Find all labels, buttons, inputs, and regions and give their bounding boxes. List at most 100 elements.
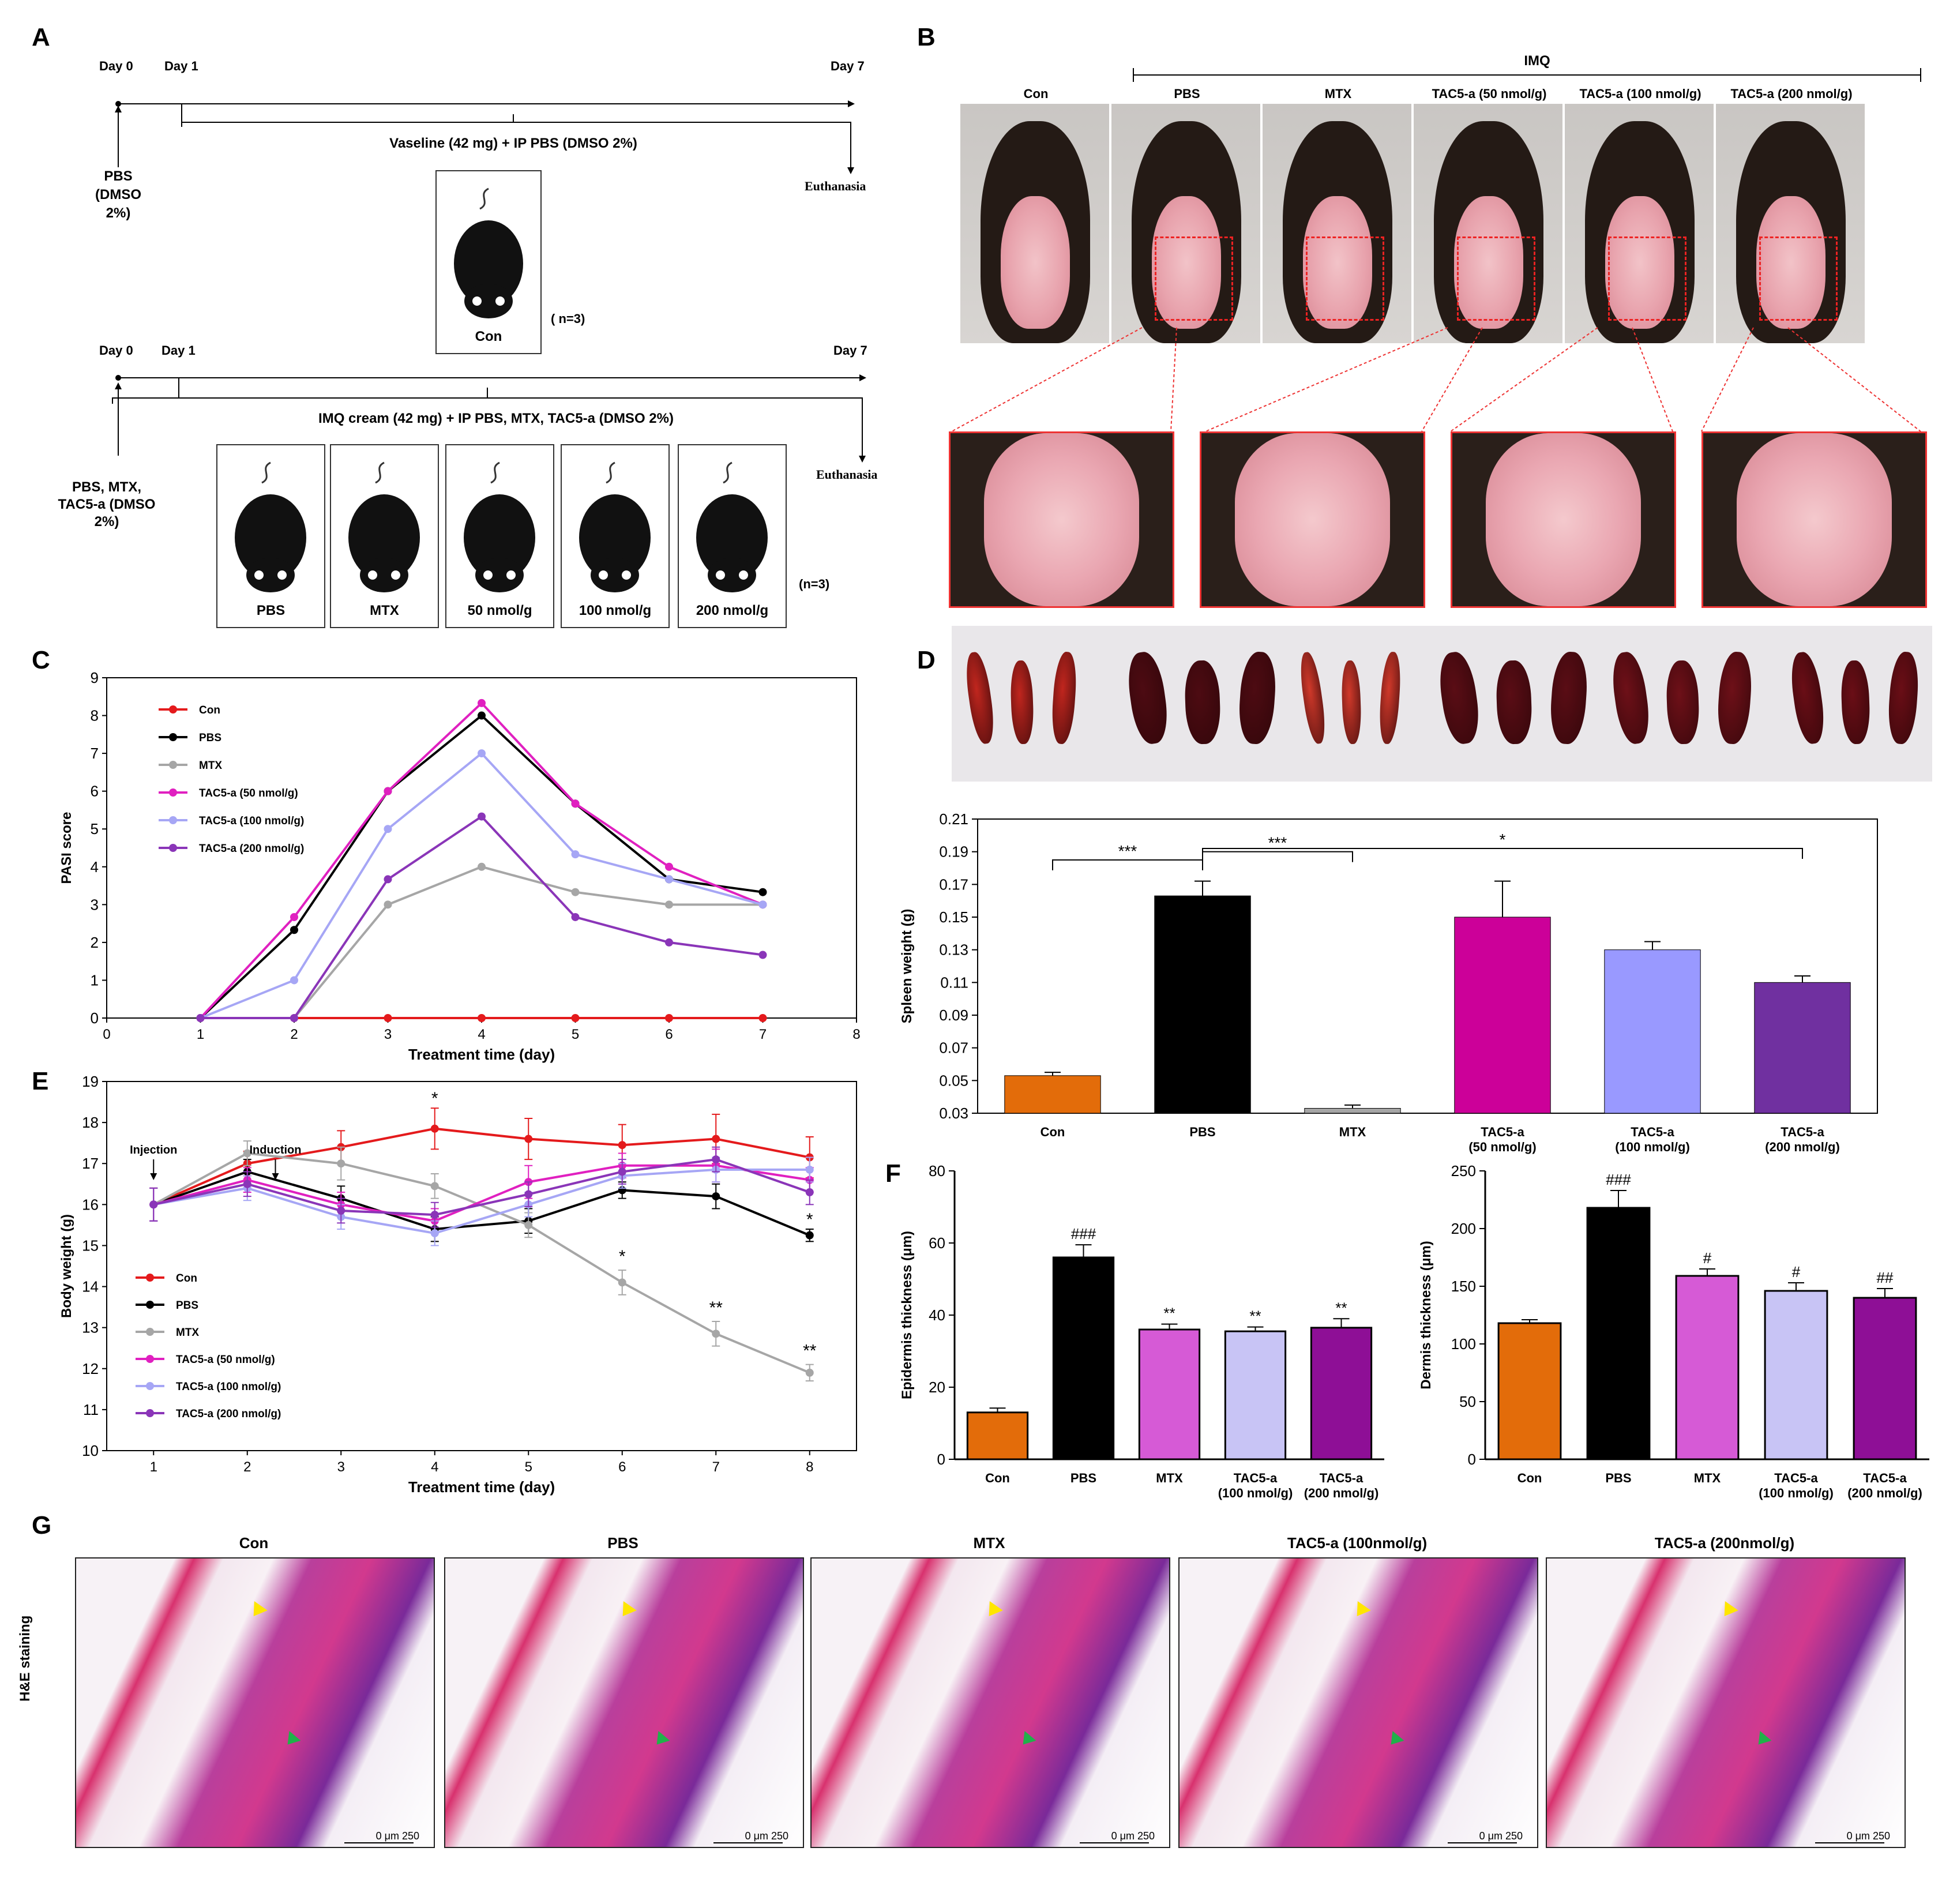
series-line (200, 865, 763, 1019)
chart-f-dermis: 0 50 100 150 200 250 Dermis thickness (μm) Con P… (1418, 1162, 1929, 1500)
b-group-label: TAC5-a (200 nmol/g) (1730, 87, 1853, 101)
b-zoom-guide-line (1205, 327, 1448, 432)
category-label: Con (1517, 1471, 1542, 1485)
y-tick-label: 8 (91, 707, 99, 724)
category-label: (200 nmol/g) (1304, 1486, 1379, 1500)
y-tick-label: 0.11 (940, 974, 968, 991)
b-shaved-skin (1454, 196, 1523, 329)
spleen-sample (1609, 649, 1653, 746)
data-point (665, 862, 673, 871)
b-group-label: MTX (1324, 87, 1352, 101)
significance-star: * (806, 1210, 813, 1229)
annotation-arrowhead (272, 1173, 279, 1180)
yellow-arrowhead-icon (982, 1601, 1003, 1621)
y-tick-label: 0.19 (939, 843, 968, 861)
data-point (478, 749, 486, 758)
spleen-sample (1124, 649, 1171, 746)
mouse-eye (716, 570, 725, 580)
bar (966, 1411, 1029, 1460)
spleen-sample (1297, 651, 1328, 745)
g-he-image: 0 μm 250 (1178, 1557, 1538, 1848)
b-zoom-image (1701, 431, 1927, 608)
panel-letter-e: E (32, 1067, 49, 1095)
g-scale-bar-line (1815, 1842, 1884, 1843)
y-tick-label: 250 (1451, 1162, 1476, 1180)
b-mouse-photo (960, 104, 1109, 343)
legend-label: Con (176, 1272, 197, 1285)
data-point (618, 1278, 626, 1287)
y-tick-label: 6 (91, 783, 99, 800)
data-point (618, 1141, 626, 1150)
b-zoom-guide-line (1450, 327, 1598, 432)
significance-mark: ### (1606, 1171, 1631, 1188)
g-group-label: MTX (973, 1534, 1005, 1552)
x-tick-label: 5 (572, 1027, 579, 1042)
b-shaved-skin (1756, 196, 1825, 329)
mouse-eye (368, 570, 377, 580)
series-line (153, 1164, 810, 1222)
x-tick-label: 8 (852, 1027, 860, 1042)
significance-mark: ** (1335, 1299, 1347, 1316)
data-point (290, 1014, 298, 1022)
x-tick-label: 1 (197, 1027, 204, 1042)
mouse-body (235, 494, 306, 581)
y-tick-label: 0.17 (939, 876, 968, 893)
data-point (758, 951, 767, 959)
bar (1224, 1330, 1287, 1460)
b-zoom-guide-line (1421, 327, 1483, 432)
b-mouse-photo (1716, 104, 1865, 343)
category-label: (100 nmol/g) (1615, 1140, 1690, 1154)
bar (1138, 1328, 1201, 1460)
b-zoom-guide-line (1701, 327, 1754, 432)
y-tick-label: 20 (929, 1379, 945, 1396)
category-label: (100 nmol/g) (1759, 1486, 1834, 1500)
data-point (290, 912, 298, 921)
category-label: PBS (1189, 1125, 1215, 1139)
mouse-body (464, 494, 535, 581)
annotation-label: Induction (250, 1144, 302, 1156)
category-label: Con (1041, 1125, 1065, 1139)
a-mouse-card-label: 50 nmol/g (467, 603, 532, 618)
category-label: TAC5-a (1774, 1471, 1818, 1485)
panel-letter-g: G (32, 1511, 52, 1539)
legend-marker (169, 733, 177, 741)
b-zoom-skin (983, 433, 1140, 606)
legend-marker (146, 1301, 154, 1309)
data-point (478, 812, 486, 821)
a-top-injection: PBS (DMSO 2%) (95, 168, 141, 221)
g-scale-bar-line (1080, 1842, 1149, 1843)
data-point (805, 1231, 814, 1240)
y-tick-label: 0.13 (939, 941, 968, 959)
data-point (478, 862, 486, 871)
significance-bracket (1202, 851, 1353, 862)
significance-star: ** (803, 1341, 817, 1360)
a-mouse-card-2: 50 nmol/g (445, 444, 554, 628)
x-axis-label: Treatment time (day) (408, 1478, 555, 1496)
b-shaved-skin (1001, 196, 1070, 329)
panel-letter-d: D (917, 646, 936, 674)
x-tick-label: 2 (243, 1459, 251, 1475)
g-scale-bar: 0 μm 250 (375, 1830, 419, 1842)
mouse-tail (375, 461, 385, 484)
data-point (712, 1330, 720, 1338)
g-scale-bar: 0 μm 250 (745, 1830, 788, 1842)
a-bottom-euthanasia: Euthanasia (816, 467, 878, 482)
spleen-sample (1436, 649, 1483, 746)
b-imq-bracket (1133, 68, 1921, 82)
data-point (478, 698, 486, 707)
mouse-head (708, 558, 756, 592)
b-zoom-skin (1736, 433, 1892, 606)
g-scale-bar: 0 μm 250 (1846, 1830, 1890, 1842)
legend-marker (146, 1382, 154, 1390)
mouse-head (475, 558, 524, 592)
g-group-label: PBS (607, 1534, 638, 1552)
yellow-arrowhead-icon (616, 1601, 637, 1621)
x-tick-label: 7 (712, 1459, 720, 1475)
bar (1004, 1075, 1101, 1114)
g-scale-bar: 0 μm 250 (1479, 1830, 1523, 1842)
b-group-label: TAC5-a (100 nmol/g) (1579, 87, 1701, 101)
mouse-eye (254, 570, 264, 580)
mouse-eye (622, 570, 631, 580)
y-tick-label: 80 (929, 1162, 945, 1180)
